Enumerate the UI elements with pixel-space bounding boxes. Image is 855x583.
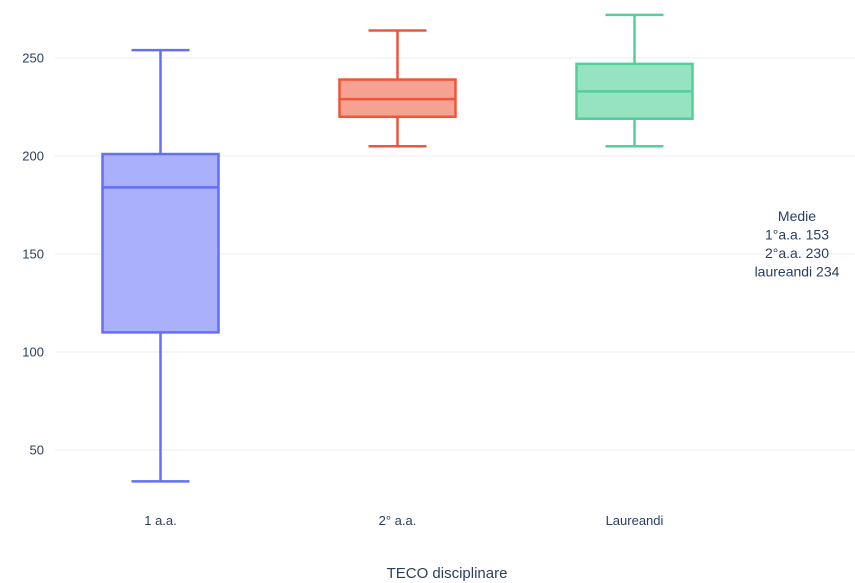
y-tick-label-200: 200 [22, 149, 44, 164]
y-tick-label-100: 100 [22, 345, 44, 360]
x-tick-label-3: Laureandi [606, 513, 664, 528]
annotation-line-4: laureandi 234 [755, 264, 840, 280]
y-tick-label-150: 150 [22, 247, 44, 262]
y-tick-label-50: 50 [30, 443, 44, 458]
box-1 [101, 48, 220, 483]
box-2 [338, 29, 457, 148]
boxes-layer [101, 13, 694, 483]
annotation-line-3: 2°a.a. 230 [765, 245, 829, 261]
y-axis-ticks: 50 100 150 200 250 [22, 51, 44, 458]
y-tick-label-250: 250 [22, 51, 44, 66]
iqr-box [101, 152, 220, 334]
x-tick-label-2: 2° a.a. [379, 513, 417, 528]
x-axis-title: TECO disciplinare [387, 565, 508, 582]
means-annotation: Medie 1°a.a. 153 2°a.a. 230 laureandi 234 [755, 208, 840, 280]
x-axis-ticks: 1 a.a. 2° a.a. Laureandi [144, 513, 663, 528]
annotation-line-2: 1°a.a. 153 [765, 227, 829, 243]
x-tick-label-1: 1 a.a. [144, 513, 177, 528]
annotation-line-1: Medie [778, 208, 816, 224]
box-3 [575, 13, 694, 148]
